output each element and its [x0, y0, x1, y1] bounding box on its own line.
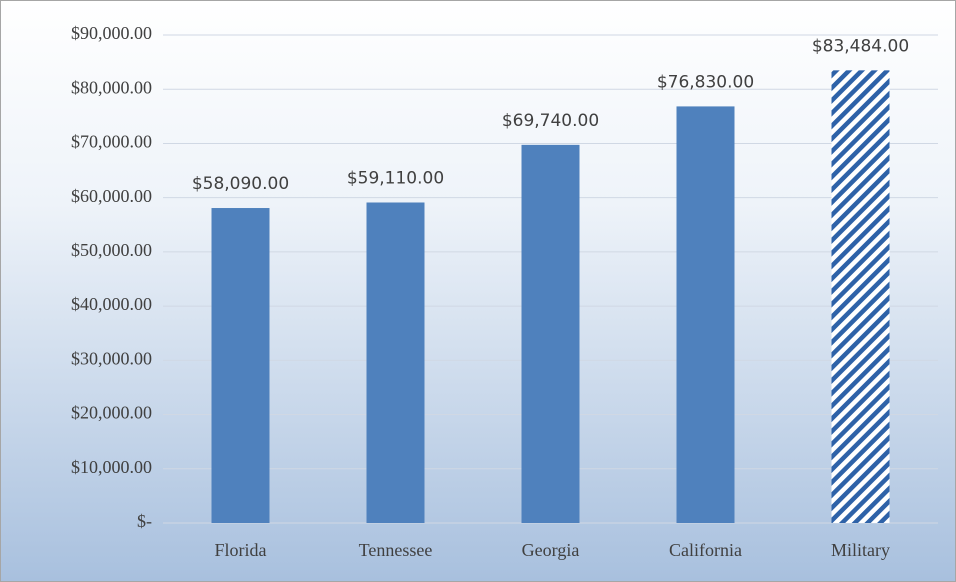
- x-tick-label: Florida: [215, 540, 267, 560]
- y-tick-label: $20,000.00: [71, 403, 152, 423]
- x-tick-label: Tennessee: [359, 540, 433, 560]
- data-label: $69,740.00: [502, 111, 599, 131]
- bar: [831, 70, 890, 523]
- y-tick-label: $80,000.00: [71, 77, 152, 97]
- bar: [521, 144, 580, 523]
- data-label: $76,830.00: [657, 72, 754, 92]
- x-tick-label: California: [669, 540, 742, 560]
- y-tick-label: $60,000.00: [71, 186, 152, 206]
- bar: [211, 208, 270, 523]
- data-label: $58,090.00: [192, 174, 289, 194]
- y-tick-label: $30,000.00: [71, 348, 152, 368]
- data-label: $59,110.00: [347, 168, 444, 188]
- x-tick-label: Military: [831, 540, 890, 560]
- x-tick-label: Georgia: [522, 540, 580, 560]
- bar: [366, 202, 425, 524]
- y-tick-label: $10,000.00: [71, 457, 152, 477]
- y-tick-label: $70,000.00: [71, 132, 152, 152]
- bar: [676, 106, 735, 523]
- y-tick-label: $40,000.00: [71, 294, 152, 314]
- y-tick-label: $50,000.00: [71, 240, 152, 260]
- y-tick-label: $90,000.00: [71, 23, 152, 43]
- y-tick-label: $-: [137, 511, 152, 531]
- data-label: $83,484.00: [812, 36, 909, 56]
